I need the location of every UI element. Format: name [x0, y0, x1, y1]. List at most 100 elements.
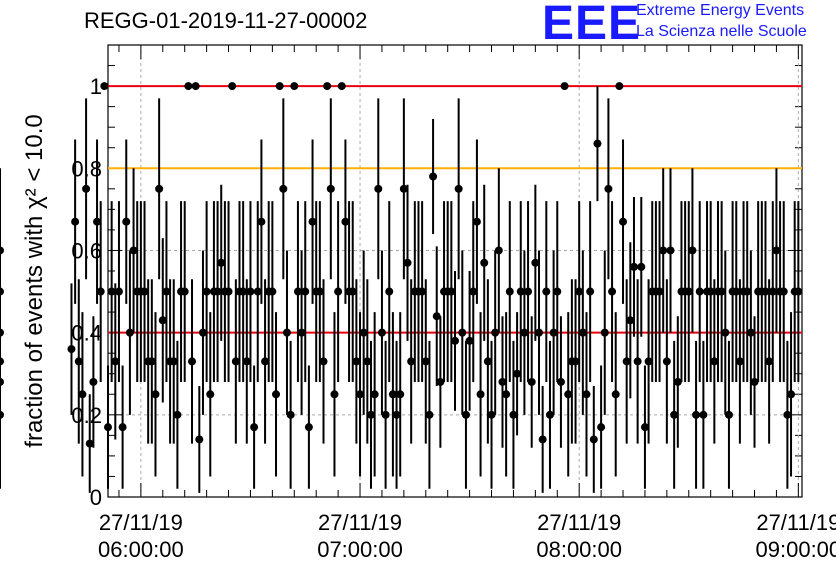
data-point — [162, 287, 171, 296]
data-point — [323, 82, 332, 91]
data-point — [89, 377, 98, 386]
x-tick-date-label: 27/11/19 — [318, 510, 402, 535]
data-point — [180, 287, 189, 296]
data-point — [173, 410, 182, 419]
data-point — [735, 357, 744, 366]
data-point — [228, 82, 237, 91]
data-point — [480, 258, 489, 267]
data-point — [279, 184, 288, 193]
data-point — [787, 390, 796, 399]
y-axis-label: fraction of events with χ² < 10.0 — [21, 114, 48, 447]
data-point — [429, 172, 438, 181]
data-point — [611, 390, 620, 399]
data-point — [242, 357, 251, 366]
data-point — [564, 390, 573, 399]
data-point — [100, 82, 109, 91]
data-point — [615, 82, 624, 91]
data-point — [78, 390, 87, 399]
data-point — [275, 82, 284, 91]
data-point — [308, 217, 317, 226]
data-point — [432, 312, 441, 321]
chart-title: REGG-01-2019-11-27-00002 — [84, 8, 368, 33]
data-point — [556, 377, 565, 386]
data-point — [195, 435, 204, 444]
data-point — [104, 423, 112, 432]
data-point — [458, 328, 467, 337]
data-point — [297, 328, 306, 337]
data-point — [158, 316, 167, 325]
data-point — [118, 423, 127, 432]
data-point — [93, 217, 102, 226]
data-point — [513, 369, 522, 378]
data-point — [421, 357, 430, 366]
data-point — [282, 328, 291, 337]
data-point — [692, 410, 701, 419]
data-point — [202, 287, 211, 296]
data-point — [111, 357, 120, 366]
data-point — [531, 258, 540, 267]
eee-logo: EEE — [542, 0, 642, 50]
data-point — [392, 410, 401, 419]
data-point — [779, 287, 788, 296]
data-point — [622, 357, 631, 366]
data-point — [191, 82, 200, 91]
x-tick-time-label: 09:00:00 — [756, 537, 836, 562]
data-point — [670, 410, 679, 419]
data-point — [326, 184, 335, 193]
data-point — [217, 258, 226, 267]
data-point — [231, 357, 240, 366]
data-point — [662, 357, 671, 366]
data-point — [575, 287, 584, 296]
data-point — [619, 217, 628, 226]
data-point — [743, 287, 752, 296]
data-point — [582, 390, 591, 399]
x-tick-date-label: 27/11/19 — [99, 510, 183, 535]
data-point — [629, 262, 638, 271]
data-point — [721, 328, 730, 337]
data-point — [67, 345, 76, 354]
data-point — [545, 410, 554, 419]
data-point — [352, 357, 361, 366]
data-point — [304, 423, 313, 432]
data-point — [213, 287, 222, 296]
data-point — [151, 390, 160, 399]
data-point — [114, 287, 123, 296]
y-tick-label: 0.2 — [71, 403, 102, 428]
data-point — [535, 328, 544, 337]
x-tick-date-label: 27/11/19 — [756, 510, 836, 535]
data-point — [494, 246, 503, 255]
data-point — [608, 287, 617, 296]
data-point — [655, 287, 664, 296]
y-tick-label: 1 — [90, 74, 102, 99]
data-point — [516, 287, 525, 296]
data-point — [122, 217, 131, 226]
y-tick-label: 0 — [90, 485, 102, 510]
data-point — [469, 287, 478, 296]
data-point — [710, 357, 719, 366]
data-point — [403, 258, 412, 267]
data-point — [633, 357, 642, 366]
data-point — [82, 184, 91, 193]
data-point — [301, 287, 310, 296]
data-point — [418, 287, 427, 296]
x-tick-date-label: 27/11/19 — [537, 510, 621, 535]
y-tick-label: 0.4 — [71, 321, 102, 346]
data-point — [188, 357, 197, 366]
data-point — [644, 357, 653, 366]
data-point — [640, 423, 649, 432]
data-point — [286, 410, 295, 419]
data-point — [724, 410, 733, 419]
data-point — [695, 287, 704, 296]
data-point — [198, 328, 207, 337]
data-point — [366, 410, 375, 419]
data-point — [246, 287, 255, 296]
data-point — [604, 184, 613, 193]
data-point — [447, 287, 456, 296]
data-point — [330, 390, 339, 399]
data-point — [483, 357, 492, 366]
data-point — [129, 246, 138, 255]
data-point — [290, 82, 299, 91]
data-point — [155, 184, 164, 193]
data-point — [374, 184, 383, 193]
